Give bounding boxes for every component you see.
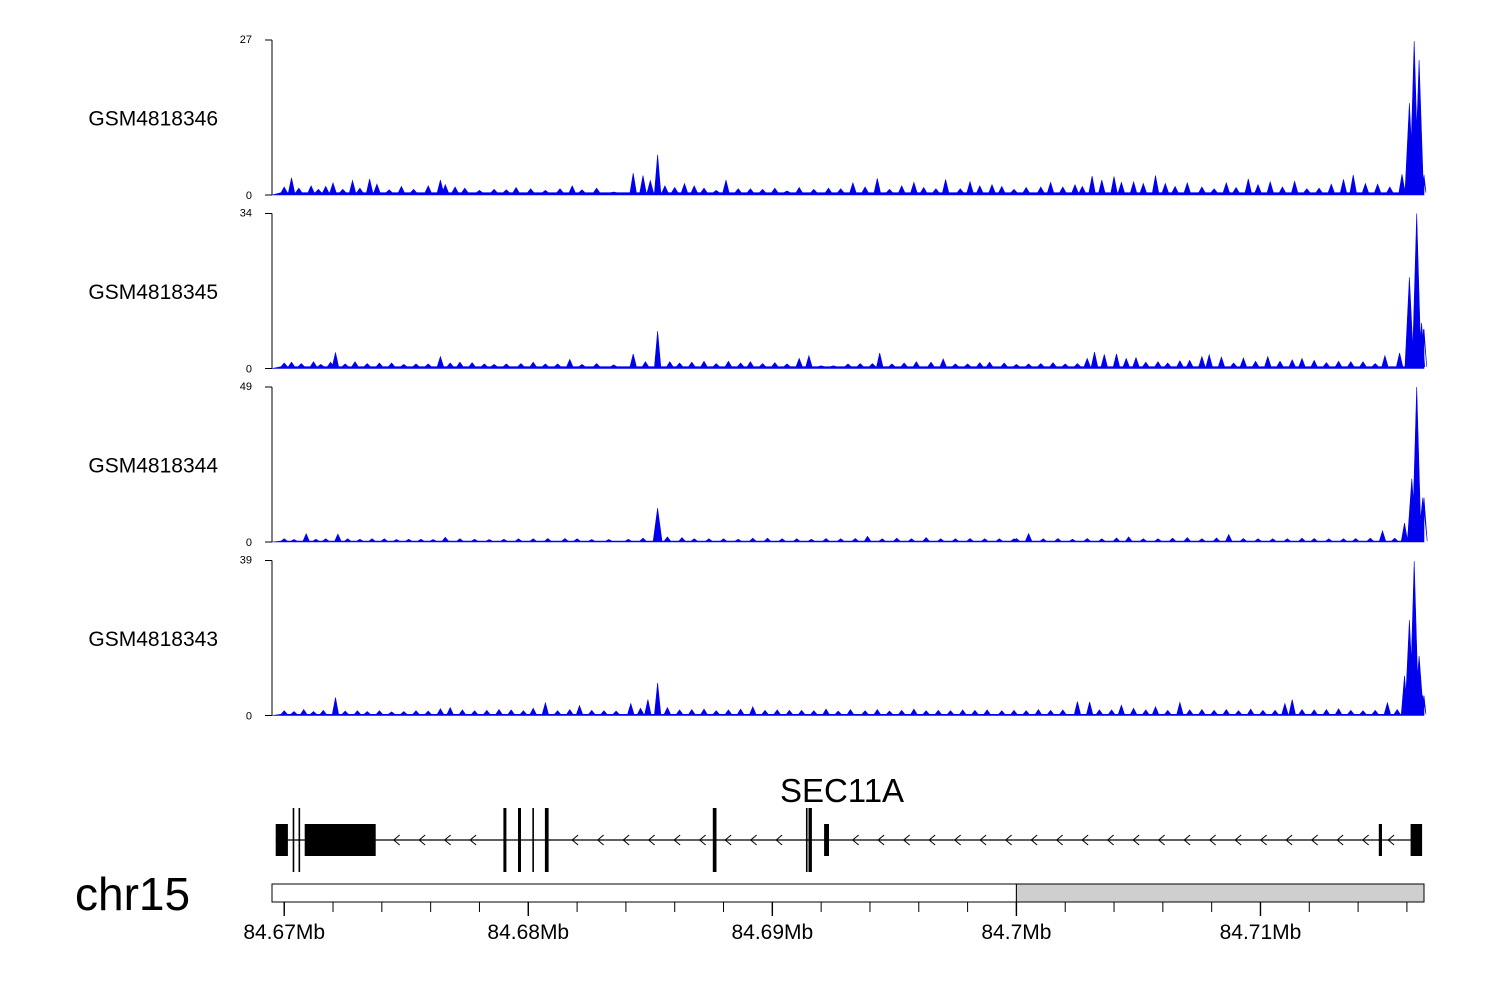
strand-arrow xyxy=(1285,834,1293,846)
y-min-label: 0 xyxy=(246,711,252,723)
exon xyxy=(503,808,507,872)
y-max-label: 34 xyxy=(240,208,252,220)
signal-area xyxy=(271,561,1427,716)
signal-area xyxy=(271,213,1427,369)
tracks-layer: GSM4818346270GSM4818345340GSM4818344490G… xyxy=(88,34,1428,723)
y-min-label: 0 xyxy=(246,537,252,549)
strand-arrow xyxy=(1081,834,1089,846)
strand-arrow xyxy=(622,834,630,846)
exon xyxy=(808,808,812,872)
track-label: GSM4818344 xyxy=(88,455,218,478)
x-axis: 84.67Mb 84.68Mb 84.69Mb 84.7Mb 84.71Mb xyxy=(243,901,1424,944)
strand-arrow xyxy=(851,834,859,846)
strand-arrow xyxy=(1234,834,1242,846)
strand-arrow xyxy=(596,834,604,846)
strand-arrow xyxy=(749,834,757,846)
strand-arrow xyxy=(724,834,732,846)
y-max-label: 49 xyxy=(240,381,252,393)
strand-arrow xyxy=(1106,834,1114,846)
chromosome-label: chr15 xyxy=(75,868,190,920)
chromosome-ideogram xyxy=(271,883,1425,903)
exon xyxy=(275,824,288,856)
x-tick-label: 84.71Mb xyxy=(1220,921,1302,944)
x-tick-label: 84.7Mb xyxy=(981,921,1051,944)
coverage-track: GSM4818344 49 0 xyxy=(88,381,1428,549)
coverage-track: GSM4818345 34 0 xyxy=(88,208,1427,376)
strand-arrow xyxy=(1361,834,1369,846)
strand-arrow xyxy=(1310,834,1318,846)
strand-arrow xyxy=(1055,834,1063,846)
strand-arrow xyxy=(698,834,706,846)
strand-arrow xyxy=(443,834,451,846)
y-min-label: 0 xyxy=(246,190,252,202)
gene-model xyxy=(275,808,1423,872)
exon xyxy=(1410,824,1423,856)
strand-arrow xyxy=(1132,834,1140,846)
track-label: GSM4818345 xyxy=(88,281,218,304)
strand-arrow xyxy=(1030,834,1038,846)
exon xyxy=(518,808,521,872)
strand-arrow xyxy=(902,834,910,846)
strand-arrow xyxy=(571,834,579,846)
strand-arrow xyxy=(1208,834,1216,846)
x-tick-label: 84.69Mb xyxy=(731,921,813,944)
coverage-track: GSM4818343 39 0 xyxy=(88,555,1427,723)
strand-arrow xyxy=(1259,834,1267,846)
strand-arrow xyxy=(1387,834,1395,846)
coverage-track: GSM4818346 27 0 xyxy=(88,34,1427,202)
strand-arrow xyxy=(1004,834,1012,846)
exon xyxy=(304,824,376,856)
strand-arrow xyxy=(418,834,426,846)
strand-arrow xyxy=(1183,834,1191,846)
exon xyxy=(824,824,829,856)
y-max-label: 27 xyxy=(240,34,252,46)
signal-area xyxy=(271,386,1428,543)
x-tick-label: 84.67Mb xyxy=(243,921,325,944)
ideogram-shaded-band xyxy=(1015,883,1425,903)
strand-arrow xyxy=(469,834,477,846)
gene-label: SEC11A xyxy=(780,772,904,809)
track-label: GSM4818343 xyxy=(88,628,218,651)
ideogram-open-band xyxy=(271,883,1017,903)
y-min-label: 0 xyxy=(246,364,252,376)
strand-arrow xyxy=(1336,834,1344,846)
strand-arrow xyxy=(1157,834,1165,846)
strand-arrow xyxy=(979,834,987,846)
exon xyxy=(544,808,549,872)
strand-arrow xyxy=(647,834,655,846)
strand-arrow xyxy=(673,834,681,846)
signal-area xyxy=(271,41,1427,196)
track-label: GSM4818346 xyxy=(88,108,218,131)
exon xyxy=(1378,824,1382,856)
strand-arrow xyxy=(392,834,400,846)
strand-arrow xyxy=(928,834,936,846)
x-tick-label: 84.68Mb xyxy=(487,921,569,944)
strand-arrow xyxy=(953,834,961,846)
y-max-label: 39 xyxy=(240,555,252,567)
strand-arrow xyxy=(775,834,783,846)
strand-arrow xyxy=(877,834,885,846)
exon xyxy=(712,808,717,872)
